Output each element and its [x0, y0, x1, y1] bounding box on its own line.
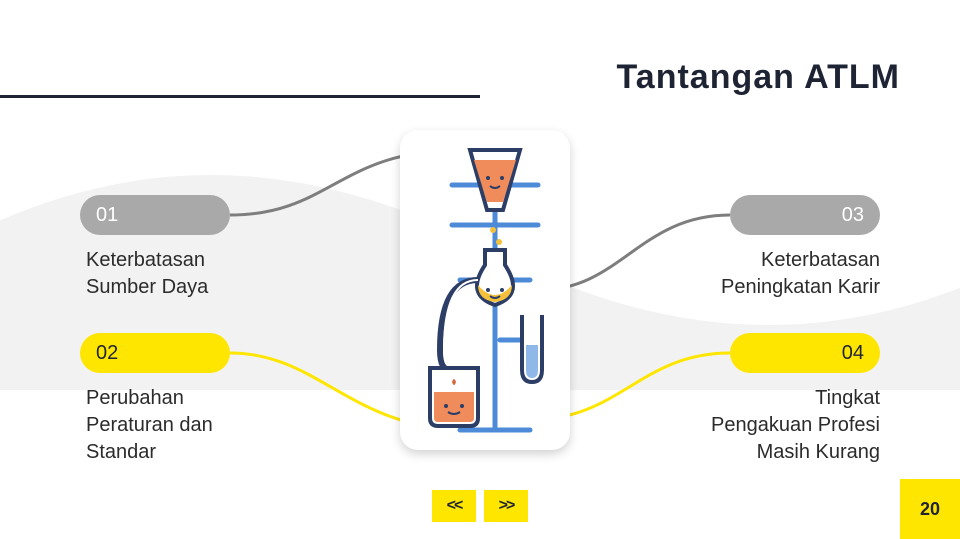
next-button[interactable]: >> [484, 490, 528, 522]
item-text-line: Keterbatasan [761, 249, 880, 271]
page-number-badge: 20 [900, 479, 960, 539]
pill-01: 01 [80, 195, 230, 235]
pill-03: 03 [730, 195, 880, 235]
pill-number: 03 [842, 204, 864, 227]
pill-02: 02 [80, 333, 230, 373]
pill-number: 02 [96, 342, 118, 365]
item-text-line: Pengakuan Profesi [711, 414, 880, 436]
beaker-icon [430, 368, 478, 426]
item-text-02: Perubahan Peraturan dan Standar [86, 385, 346, 466]
nav-group: << >> [432, 490, 528, 522]
funnel-icon [470, 150, 520, 210]
item-text-04: Tingkat Pengakuan Profesi Masih Kurang [630, 385, 880, 466]
pill-number: 01 [96, 204, 118, 227]
item-text-line: Perubahan [86, 387, 184, 409]
lab-apparatus-illustration [400, 130, 570, 450]
item-text-03: Keterbatasan Peningkatan Karir [630, 247, 880, 301]
slide: Tantangan ATLM 01 02 03 04 KeterbatasanS… [0, 0, 960, 539]
item-text-line: Sumber Daya [86, 276, 208, 298]
item-text-line: Peningkatan Karir [721, 276, 880, 298]
pill-number: 04 [842, 342, 864, 365]
lab-apparatus-svg [400, 130, 570, 450]
flask-icon [477, 250, 513, 305]
item-text-01: Keterbatasan Sumber Daya [86, 247, 346, 301]
item-text-line: Keterbatasan [86, 249, 205, 271]
pill-04: 04 [730, 333, 880, 373]
item-text-line: Peraturan dan [86, 414, 213, 436]
item-text-line: Masih Kurang [757, 441, 880, 463]
prev-button[interactable]: << [432, 490, 476, 522]
item-text-line: Tingkat [815, 387, 880, 409]
item-text-line: Standar [86, 441, 156, 463]
test-tube-icon [522, 315, 542, 382]
